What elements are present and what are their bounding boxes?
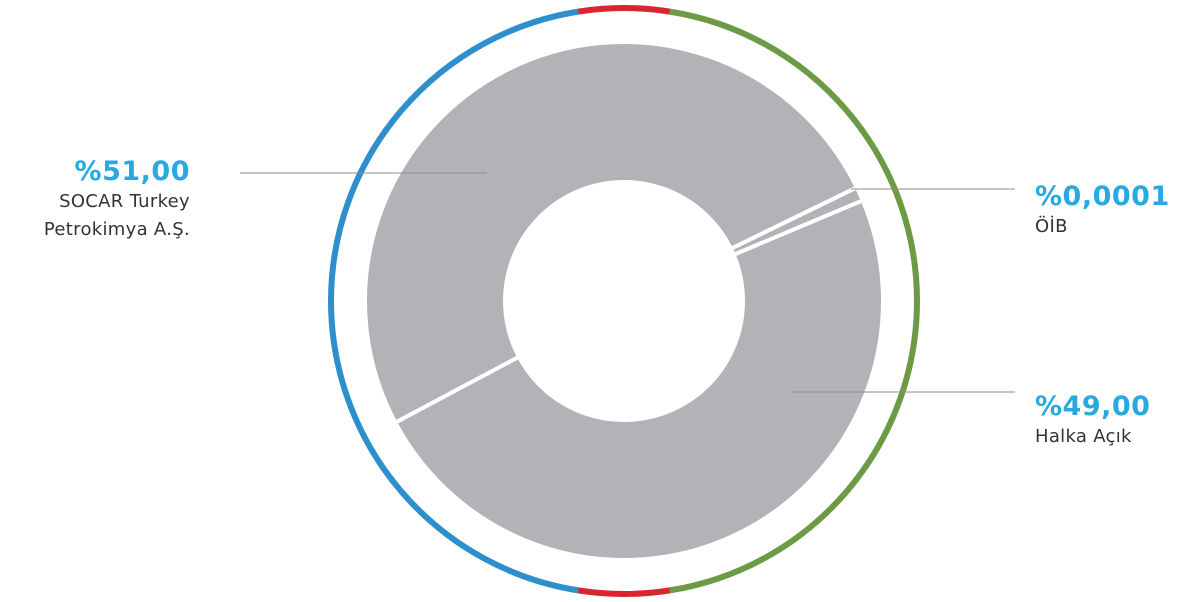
label-oib: %0,0001 ÖİB <box>1035 181 1185 241</box>
label-socar: %51,00 SOCAR Turkey Petrokimya A.Ş. <box>0 156 190 244</box>
slice-value-socar: %51,00 <box>74 156 190 187</box>
label-halka: %49,00 Halka Açık <box>1035 391 1185 451</box>
ring-arc-red-bottom <box>577 587 671 597</box>
slice-name-socar-line2: Petrokimya A.Ş. <box>43 219 190 240</box>
slice-name-socar-line1: SOCAR Turkey <box>59 191 190 212</box>
ring-arc-red-top <box>577 5 671 15</box>
ring-arc-blue <box>328 8 579 594</box>
slice-value-oib: %0,0001 <box>1035 181 1170 212</box>
donut-slices <box>363 40 885 562</box>
slice-name-halka: Halka Açık <box>1035 426 1132 447</box>
slice-name-oib: ÖİB <box>1035 216 1068 237</box>
slice-value-halka: %49,00 <box>1035 391 1151 422</box>
slice-socar <box>363 40 860 426</box>
leader-lines <box>240 172 1015 393</box>
flag-ring <box>328 5 920 597</box>
slice-halka <box>392 197 885 562</box>
ring-arc-green <box>669 8 920 594</box>
